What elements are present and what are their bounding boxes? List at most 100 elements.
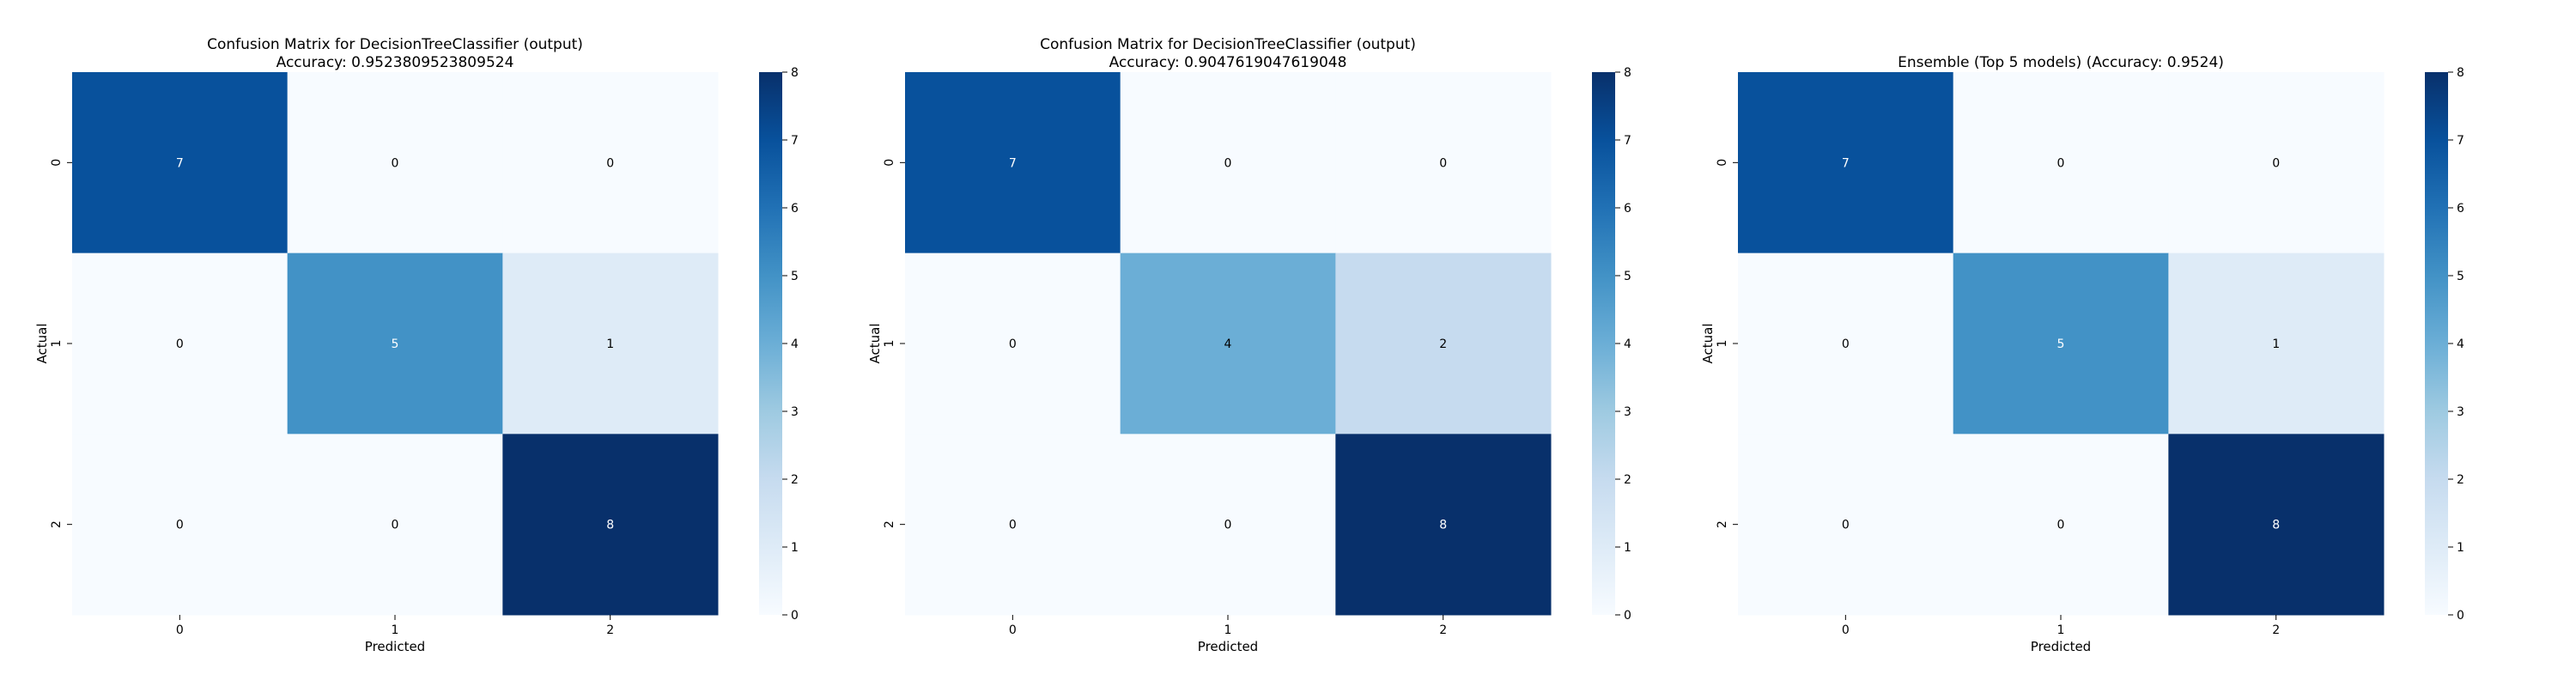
heatmap-cell [2168, 252, 2385, 435]
heatmap-cell [1953, 252, 2169, 435]
chart-title-line: Accuracy: 0.9047619047619048 [1109, 54, 1347, 71]
cell-value-label: 7 [1009, 156, 1017, 170]
heatmap-cell [2168, 72, 2385, 254]
heatmap-cell [502, 72, 719, 254]
y-tick-label: 0 [1716, 159, 1729, 167]
colorbar-tick-label: 3 [1624, 405, 1631, 419]
colorbar-tick-label: 7 [1624, 134, 1631, 148]
heatmap-cell [1335, 252, 1552, 435]
confusion-matrix-panel-2: Confusion Matrix for DecisionTreeClassif… [867, 36, 1631, 654]
cell-value-label: 0 [176, 337, 184, 351]
y-tick-label: 0 [50, 159, 64, 167]
colorbar [759, 72, 782, 615]
heatmap-cell [72, 252, 289, 435]
cell-value-label: 0 [2057, 519, 2065, 532]
colorbar-tick-label: 2 [791, 473, 799, 487]
colorbar-tick-label: 2 [1624, 473, 1631, 487]
chart-title-line: Ensemble (Top 5 models) (Accuracy: 0.952… [1898, 54, 2224, 71]
colorbar-tick-label: 0 [1624, 609, 1631, 623]
x-tick-label: 2 [2272, 623, 2280, 637]
chart-title-line: Confusion Matrix for DecisionTreeClassif… [1040, 36, 1416, 53]
colorbar [1592, 72, 1615, 615]
colorbar-tick-label: 4 [2457, 337, 2464, 351]
y-tick-label: 1 [50, 340, 64, 348]
colorbar-tick-label: 0 [791, 609, 799, 623]
x-tick-label: 0 [1842, 623, 1850, 637]
heatmap-cell [502, 252, 719, 435]
x-axis-label: Predicted [1198, 639, 1258, 654]
colorbar-tick-label: 8 [791, 66, 799, 80]
chart-title-line: Confusion Matrix for DecisionTreeClassif… [207, 36, 583, 53]
cell-value-label: 2 [1439, 337, 1447, 351]
y-tick-label: 1 [883, 340, 896, 348]
colorbar-tick-label: 0 [2457, 609, 2464, 623]
colorbar-tick-label: 8 [1624, 66, 1631, 80]
colorbar-tick-label: 1 [791, 541, 799, 555]
cell-value-label: 0 [1439, 156, 1447, 170]
colorbar-tick-label: 5 [1624, 270, 1631, 283]
cell-value-label: 0 [2057, 156, 2065, 170]
cell-value-label: 0 [606, 156, 614, 170]
heatmap-cell [1120, 434, 1336, 616]
colorbar-tick-label: 6 [2457, 202, 2464, 216]
colorbar-tick-label: 8 [2457, 66, 2464, 80]
x-tick-label: 0 [1009, 623, 1017, 637]
heatmap-cell [1335, 72, 1552, 254]
x-tick-label: 1 [1224, 623, 1232, 637]
cell-value-label: 0 [1842, 519, 1850, 532]
cell-value-label: 0 [392, 156, 399, 170]
heatmap-cell [72, 72, 289, 254]
colorbar-tick-label: 6 [791, 202, 799, 216]
x-tick-label: 1 [392, 623, 399, 637]
colorbar-tick-label: 6 [1624, 202, 1631, 216]
colorbar-tick-label: 1 [1624, 541, 1631, 555]
colorbar-tick-label: 2 [2457, 473, 2464, 487]
cell-value-label: 5 [2057, 337, 2065, 351]
heatmap-cell [1335, 434, 1552, 616]
heatmap-cell [1738, 434, 1954, 616]
colorbar-tick-label: 5 [791, 270, 799, 283]
colorbar-tick-label: 4 [1624, 337, 1631, 351]
y-tick-label: 2 [50, 520, 64, 528]
colorbar-tick-label: 3 [2457, 405, 2464, 419]
chart-title-line: Accuracy: 0.9523809523809524 [276, 54, 514, 71]
y-axis-label: Actual [1700, 324, 1716, 364]
x-tick-label: 1 [2057, 623, 2065, 637]
y-tick-label: 2 [1716, 520, 1729, 528]
heatmap-cell [287, 252, 503, 435]
cell-value-label: 1 [606, 337, 614, 351]
x-axis-label: Predicted [365, 639, 425, 654]
heatmap-cell [1953, 72, 2169, 254]
heatmap-cell [287, 434, 503, 616]
colorbar-tick-label: 4 [791, 337, 799, 351]
cell-value-label: 0 [1842, 337, 1850, 351]
cell-value-label: 0 [1009, 337, 1017, 351]
cell-value-label: 8 [1439, 519, 1447, 532]
y-tick-label: 1 [1716, 340, 1729, 348]
cell-value-label: 0 [2272, 156, 2280, 170]
confusion-matrix-panel-1: Confusion Matrix for DecisionTreeClassif… [34, 36, 799, 654]
cell-value-label: 0 [392, 519, 399, 532]
cell-value-label: 7 [1842, 156, 1850, 170]
y-tick-label: 0 [883, 159, 896, 167]
cell-value-label: 0 [1009, 519, 1017, 532]
x-tick-label: 2 [1439, 623, 1447, 637]
y-axis-label: Actual [867, 324, 883, 364]
heatmap-cell [1738, 252, 1954, 435]
cell-value-label: 0 [1224, 156, 1232, 170]
x-tick-label: 0 [176, 623, 184, 637]
cell-value-label: 4 [1224, 337, 1232, 351]
cell-value-label: 7 [176, 156, 184, 170]
heatmap-cell [72, 434, 289, 616]
colorbar-tick-label: 3 [791, 405, 799, 419]
x-tick-label: 2 [606, 623, 614, 637]
heatmap-cell [1120, 72, 1336, 254]
y-axis-label: Actual [34, 324, 50, 364]
x-axis-label: Predicted [2031, 639, 2091, 654]
colorbar-tick-label: 7 [2457, 134, 2464, 148]
cell-value-label: 1 [2272, 337, 2280, 351]
heatmap-cell [502, 434, 719, 616]
colorbar-tick-label: 5 [2457, 270, 2464, 283]
cell-value-label: 8 [2272, 519, 2280, 532]
